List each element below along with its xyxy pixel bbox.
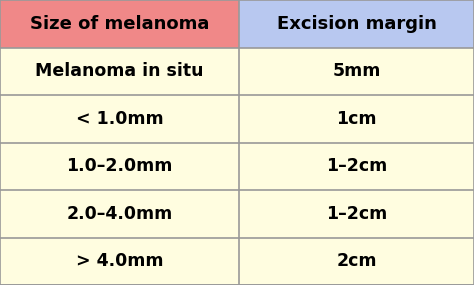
Text: 1cm: 1cm (337, 110, 377, 128)
Text: 1–2cm: 1–2cm (326, 157, 387, 175)
Bar (239, 0, 474, 48)
Bar (0, 48, 239, 95)
Bar (239, 95, 474, 142)
Text: 1.0–2.0mm: 1.0–2.0mm (66, 157, 173, 175)
Bar (0, 190, 239, 237)
Bar (0, 95, 239, 142)
Text: Size of melanoma: Size of melanoma (30, 15, 210, 33)
Bar (239, 142, 474, 190)
Text: Excision margin: Excision margin (277, 15, 437, 33)
Text: 2.0–4.0mm: 2.0–4.0mm (66, 205, 173, 223)
Bar (239, 237, 474, 285)
Text: 1–2cm: 1–2cm (326, 205, 387, 223)
Bar (0, 0, 239, 48)
Bar (0, 237, 239, 285)
Bar (239, 48, 474, 95)
Text: > 4.0mm: > 4.0mm (76, 252, 164, 270)
Text: 5mm: 5mm (332, 62, 381, 80)
Text: Melanoma in situ: Melanoma in situ (36, 62, 204, 80)
Bar (239, 190, 474, 237)
Bar (0, 142, 239, 190)
Text: 2cm: 2cm (337, 252, 377, 270)
Text: < 1.0mm: < 1.0mm (76, 110, 164, 128)
